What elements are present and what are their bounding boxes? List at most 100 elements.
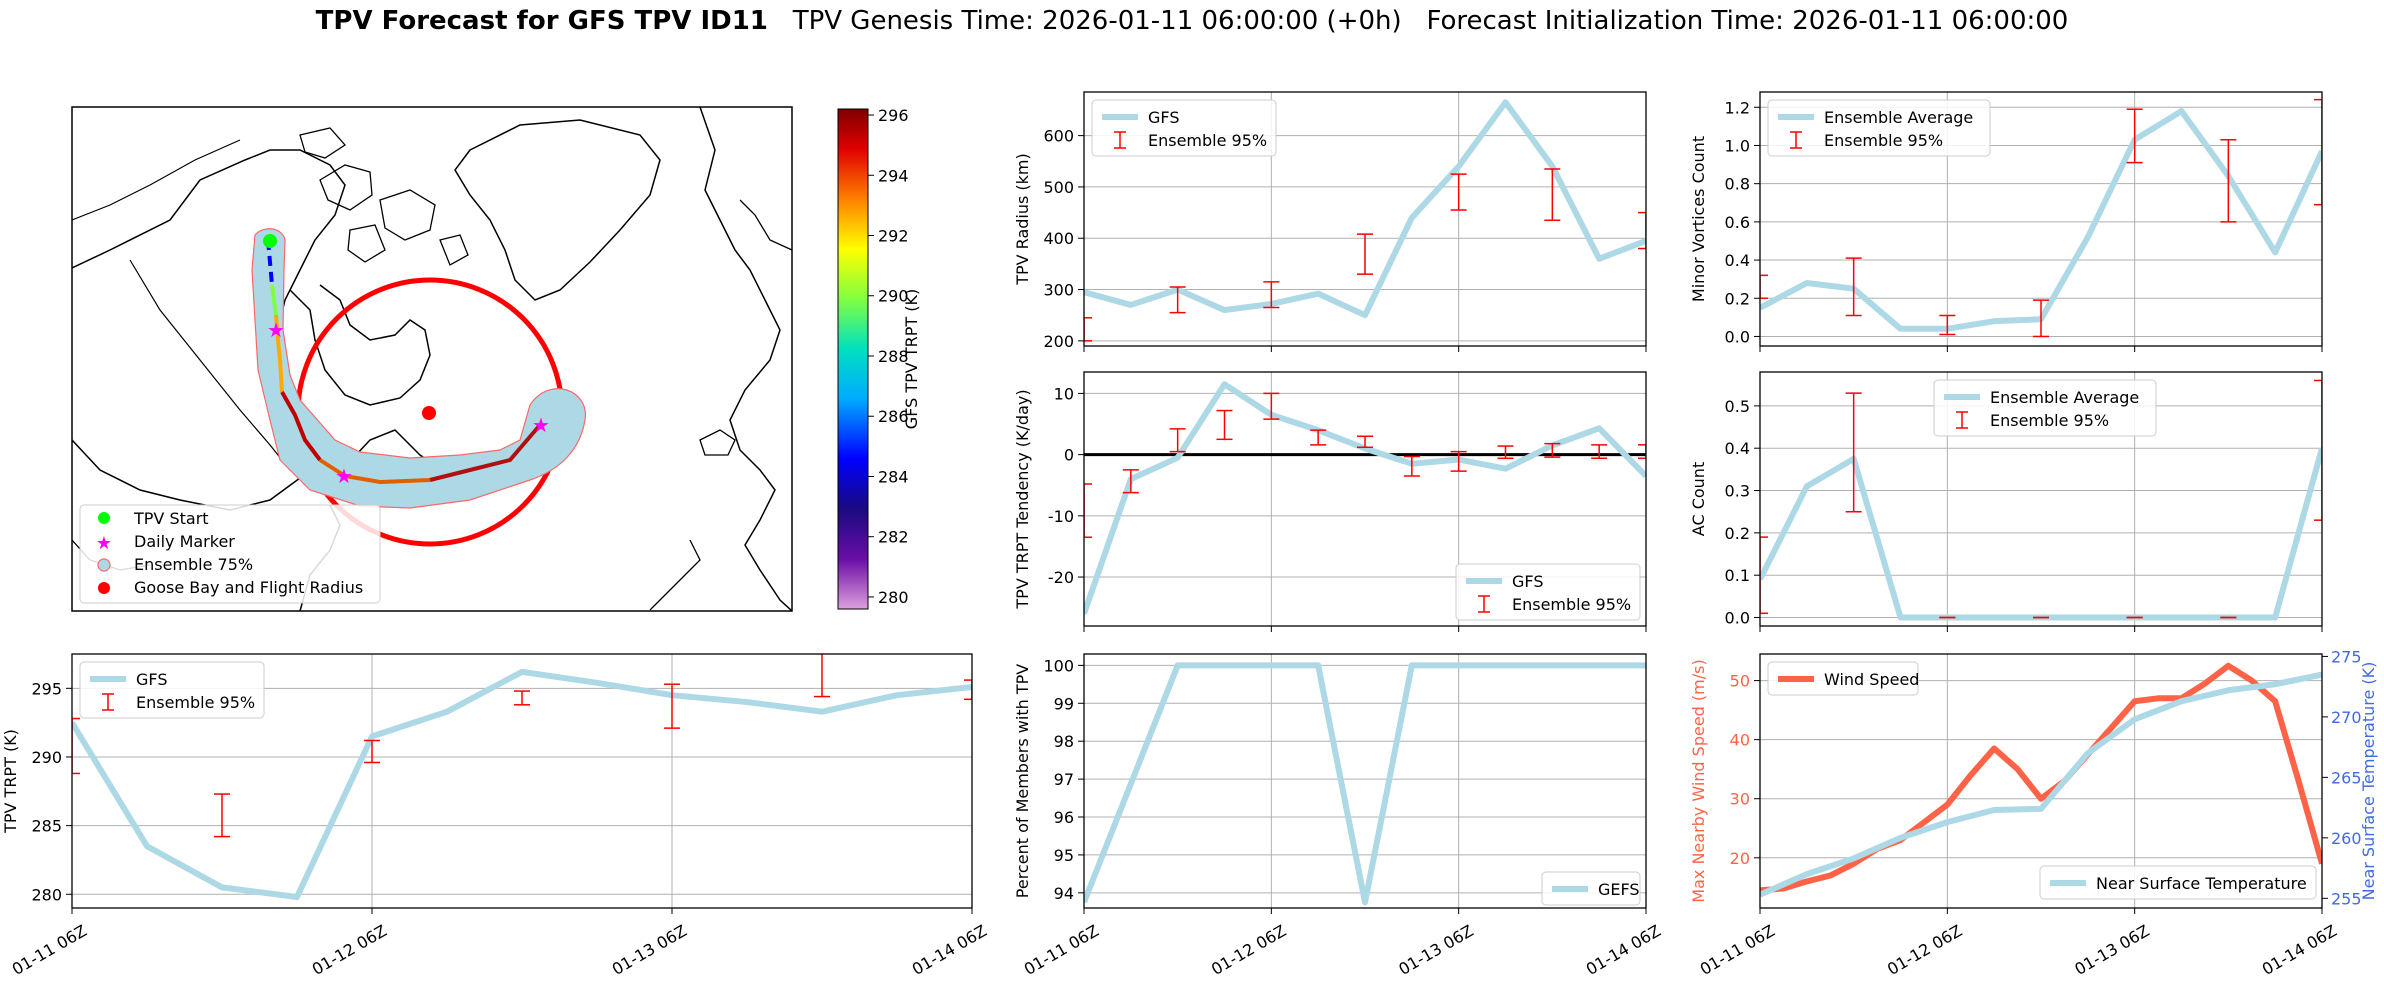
colorbar-tick-label: 282 xyxy=(878,528,909,547)
error-bar xyxy=(1310,429,1327,446)
y-tick-label: 100 xyxy=(1043,656,1074,675)
chart-minor: 0.0 0.2 0.4 0.6 0.8 1.0 1.2 Minor Vortices Coun… xyxy=(1689,91,2323,352)
error-bar xyxy=(1591,444,1608,460)
title-bold: TPV Forecast for GFS TPV ID11 xyxy=(315,6,768,36)
plot-area-tendency xyxy=(1084,381,1646,615)
error-bar xyxy=(1845,392,1862,513)
ensemble-75-swath xyxy=(251,228,586,509)
x-tick-label: 01-13 06Z xyxy=(609,921,690,979)
colorbar-tick-label: 280 xyxy=(878,588,909,607)
colorbar-tick-label: 288 xyxy=(878,347,909,366)
error-bar xyxy=(1939,314,1956,336)
tpv-track-segment xyxy=(280,391,322,462)
greenland xyxy=(454,119,661,301)
plot-area-ac xyxy=(1760,379,2322,621)
daily-marker: ★ xyxy=(335,464,353,488)
legend-label: Ensemble Average xyxy=(1824,108,1973,127)
chart-percent: 94 95 96 97 98 99 100 Percent of Members with T… xyxy=(1013,653,1664,979)
axes-frame xyxy=(1759,653,2323,909)
legend-label: Ensemble 95% xyxy=(1148,131,1267,150)
colorbar: 280 282 284 286 288 290 292 294 296 GFS TPV TRPT… xyxy=(837,106,921,610)
legend-box xyxy=(1541,871,1641,906)
y-tick-label: 98 xyxy=(1054,732,1074,751)
error-bar xyxy=(1450,450,1467,472)
coastline xyxy=(699,107,792,611)
legend-daily-marker-icon: ★ xyxy=(96,533,112,554)
y-tick-label: 0.1 xyxy=(1725,566,1750,585)
y-tick-label: 400 xyxy=(1043,229,1074,248)
error-bar xyxy=(1169,286,1186,314)
y-tick-label: 97 xyxy=(1054,770,1074,789)
tpv-start-marker xyxy=(263,234,277,248)
legend-label: GFS xyxy=(136,670,167,689)
y-tick-label: 0.8 xyxy=(1725,175,1750,194)
legend: Near Surface Temperature xyxy=(2039,865,2317,900)
daily-marker: ★ xyxy=(532,413,550,437)
legend: GEFS xyxy=(1541,871,1641,906)
error-bar xyxy=(1760,536,1768,615)
legend-box xyxy=(1767,661,1919,696)
y-tick-label: 1.2 xyxy=(1725,98,1750,117)
series-line-near-surface-temperature xyxy=(1760,671,2322,898)
y-tick-label: 600 xyxy=(1043,127,1074,146)
colorbar-gradient xyxy=(837,108,869,610)
figure-title: TPV Forecast for GFS TPV ID11 TPV Genesi… xyxy=(0,6,2384,36)
boundary-line xyxy=(129,259,291,471)
daily-marker: ★ xyxy=(267,318,285,342)
legend-box xyxy=(2039,865,2317,900)
axes-frame xyxy=(71,653,973,909)
legend-goose-bay-icon xyxy=(98,582,110,594)
legend: Wind Speed xyxy=(1767,661,1919,696)
legend-label: Ensemble Average xyxy=(1990,388,2139,407)
error-bar xyxy=(1169,428,1186,453)
error-bar xyxy=(1403,455,1420,477)
plot-area-minor xyxy=(1760,98,2322,338)
legend-goose-bay: Goose Bay and Flight Radius xyxy=(134,578,363,597)
error-bar xyxy=(364,739,380,764)
error-bar xyxy=(2220,138,2237,223)
y-tick-label: 295 xyxy=(31,679,62,698)
y-tick-label: 500 xyxy=(1043,178,1074,197)
colorbar-tick-label: 286 xyxy=(878,407,909,426)
error-bar xyxy=(1760,274,1768,300)
chart-ac: 0.0 0.1 0.2 0.3 0.4 0.5 AC Count Ensemble Avera… xyxy=(1689,371,2323,632)
legend: Ensemble Average Ensemble 95% xyxy=(1933,379,2157,437)
axes-frame xyxy=(1083,91,1647,347)
error-bar xyxy=(2314,98,2322,206)
x-tick-label: 01-14 06Z xyxy=(2259,921,2340,979)
legend: GFS Ensemble 95% xyxy=(1455,563,1641,621)
error-bar xyxy=(2314,379,2322,521)
y2-tick-label: 260 xyxy=(2331,829,2362,848)
error-bar xyxy=(1544,168,1561,222)
legend-ensemble-icon xyxy=(97,558,111,572)
y-tick-label: 10 xyxy=(1054,384,1074,403)
y-tick-label: 20 xyxy=(1730,849,1750,868)
legend-box xyxy=(1933,379,2157,437)
legend: GFS Ensemble 95% xyxy=(79,661,265,719)
legend: Ensemble Average Ensemble 95% xyxy=(1767,99,1991,157)
arctic-island xyxy=(347,224,386,263)
error-bar xyxy=(1216,409,1233,441)
x-tick-label: 01-11 06Z xyxy=(1021,921,1102,979)
y2-tick-label: 270 xyxy=(2331,708,2362,727)
legend-ensemble-75: Ensemble 75% xyxy=(134,555,253,574)
chart-wind: 20 30 40 50 Max Nearby Wind Speed (m/s) 01-11… xyxy=(1689,647,2378,978)
chart-radius: 200 300 400 500 600 TPV Radius (km) GFS Ensembl… xyxy=(1013,91,1647,352)
legend-label: Ensemble 95% xyxy=(1824,131,1943,150)
y-tick-label: -20 xyxy=(1048,568,1074,587)
y-axis-label: TPV TRPT (K) xyxy=(1,729,20,834)
error-bar xyxy=(1450,173,1467,211)
plot-area-wind xyxy=(1760,662,2322,898)
y2-tick-label: 265 xyxy=(2331,768,2362,787)
x-tick-label: 01-12 06Z xyxy=(1884,921,1965,979)
x-tick-label: 01-14 06Z xyxy=(909,921,990,979)
tpv-track-segment xyxy=(274,314,284,393)
axes-frame xyxy=(1083,371,1647,627)
title-genesis: TPV Genesis Time: 2026-01-11 06:00:00 (+… xyxy=(792,6,1402,36)
goose-bay-marker xyxy=(422,406,436,420)
legend-label: GEFS xyxy=(1598,880,1640,899)
y-tick-label: 0.4 xyxy=(1725,251,1750,270)
y-tick-label: 40 xyxy=(1730,731,1750,750)
error-bar xyxy=(514,690,530,706)
